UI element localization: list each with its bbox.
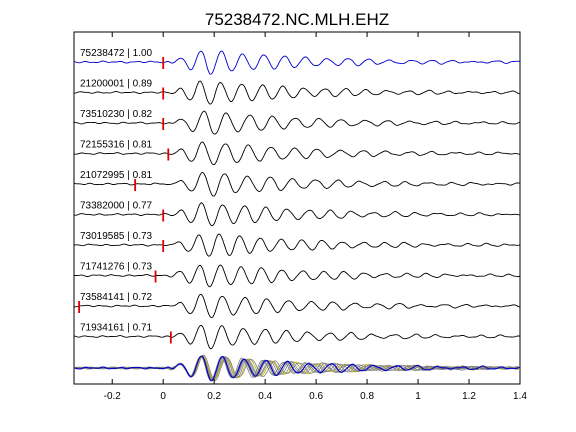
x-tick-label: 0.4 xyxy=(258,391,272,402)
x-tick-label: -0.2 xyxy=(104,391,122,402)
trace-label: 73584141 | 0.72 xyxy=(80,292,153,303)
x-tick-label: 1.4 xyxy=(513,391,527,402)
trace-label: 73019585 | 0.73 xyxy=(80,231,153,242)
trace-line xyxy=(73,324,521,350)
trace-labels: 75238472 | 1.00 21200001 | 0.89 73510230 |… xyxy=(80,48,153,334)
chart-title: 75238472.NC.MLH.EHZ xyxy=(205,10,389,29)
trace-line xyxy=(73,110,521,135)
trace-line xyxy=(73,202,521,227)
x-tick-label: 0.8 xyxy=(360,391,374,402)
stack-layer xyxy=(73,354,521,382)
trace-line xyxy=(73,172,521,197)
trace-label: 73382000 | 0.77 xyxy=(80,201,153,212)
trace-line xyxy=(74,264,520,288)
pick-markers xyxy=(78,57,172,344)
trace-label: 73510230 | 0.82 xyxy=(80,109,153,120)
x-tick-label: 0.2 xyxy=(207,391,221,402)
trace-label: 21200001 | 0.89 xyxy=(80,79,153,90)
trace-line xyxy=(73,50,521,75)
trace-line xyxy=(73,293,521,319)
x-tick-label: 1 xyxy=(415,391,421,402)
x-tick-label: 0 xyxy=(160,391,166,402)
traces-layer xyxy=(73,50,521,350)
stack-template-line xyxy=(74,355,521,382)
trace-label: 71934161 | 0.71 xyxy=(80,323,153,334)
trace-label: 21072995 | 0.81 xyxy=(80,170,153,181)
trace-line xyxy=(73,80,521,105)
plot-area xyxy=(73,31,521,385)
trace-line xyxy=(73,141,521,166)
trace-line xyxy=(73,233,521,257)
x-tick-label: 1.2 xyxy=(462,391,476,402)
trace-label: 72155316 | 0.81 xyxy=(80,140,153,151)
trace-label: 75238472 | 1.00 xyxy=(80,48,153,59)
x-axis: -0.2 0 0.2 0.4 0.6 0.8 1 1.2 1.4 xyxy=(104,32,527,402)
trace-label: 71741276 | 0.73 xyxy=(80,262,153,273)
x-tick-label: 0.6 xyxy=(309,391,323,402)
